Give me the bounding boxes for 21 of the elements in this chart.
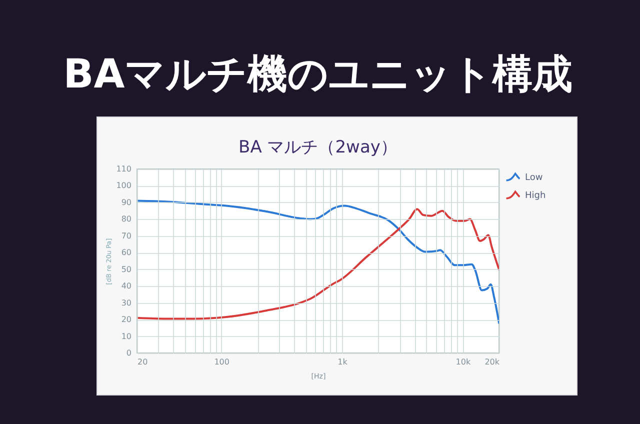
x-tick-label: 20k xyxy=(484,358,500,366)
y-tick-label: 30 xyxy=(121,298,132,308)
y-tick-label: 60 xyxy=(121,248,132,258)
legend-label: Low xyxy=(525,173,543,183)
x-tick-label: 20 xyxy=(138,358,148,366)
y-tick-label: 0 xyxy=(126,348,132,358)
y-tick-label: 90 xyxy=(121,198,132,207)
chart-title: BAマルチ機のユニット構成 xyxy=(63,52,573,98)
y-tick-label: 80 xyxy=(121,214,132,224)
legend-label: High xyxy=(525,191,546,201)
x-tick-label: 1k xyxy=(338,358,348,366)
y-tick-label: 20 xyxy=(121,315,132,324)
y-tick-label: 50 xyxy=(121,264,132,274)
x-tick-label: 100 xyxy=(214,358,230,366)
y-tick-label: 110 xyxy=(116,164,132,174)
y-tick-label: 10 xyxy=(121,332,132,341)
y-tick-label: 100 xyxy=(116,181,132,190)
chart-subtitle: BA マルチ（2way） xyxy=(238,138,398,158)
y-tick-label: 70 xyxy=(121,231,132,240)
x-tick-label: 10k xyxy=(456,358,471,366)
y-tick-label: 40 xyxy=(121,282,132,291)
